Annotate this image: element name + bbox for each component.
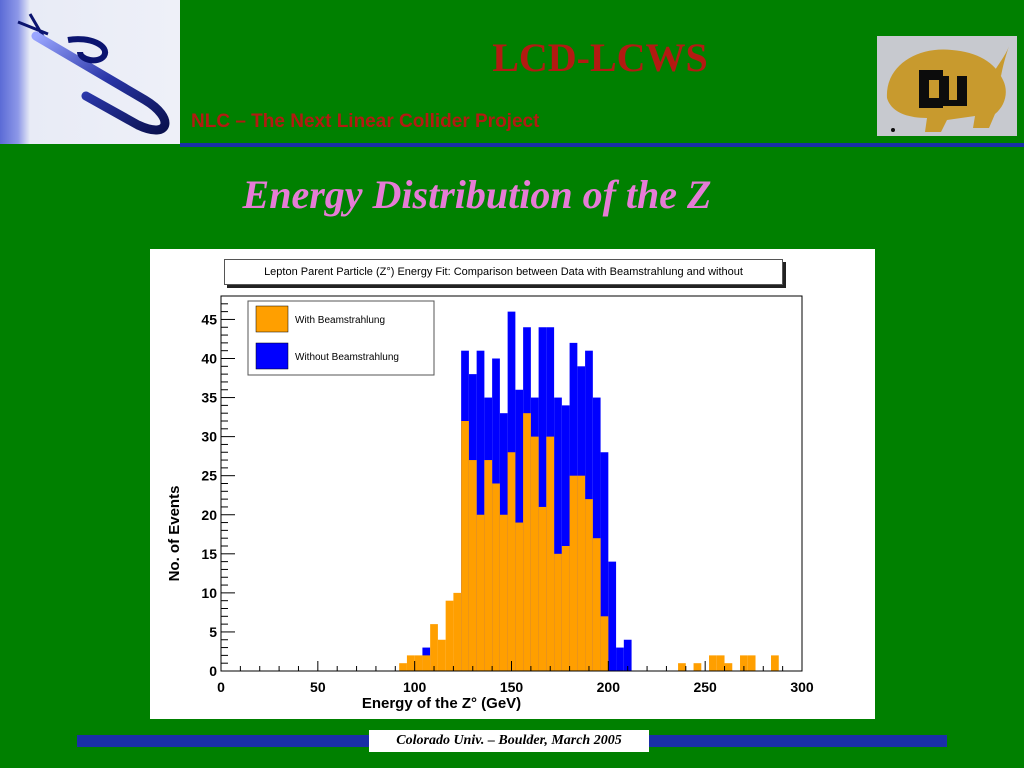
bar-with-beamstrahlung <box>430 624 438 671</box>
bar-with-beamstrahlung <box>476 514 485 671</box>
bar-with-beamstrahlung <box>716 655 725 671</box>
accelerator-logo-icon <box>17 13 170 135</box>
x-axis-label: Energy of the Z° (GeV) <box>362 695 521 712</box>
bar-with-beamstrahlung <box>538 506 547 671</box>
bar-without-beamstrahlung <box>554 397 562 671</box>
x-tick-label: 150 <box>500 679 524 695</box>
bar-with-beamstrahlung <box>709 655 717 671</box>
bar-with-beamstrahlung <box>577 475 586 671</box>
y-tick-label: 5 <box>209 624 217 640</box>
y-tick-label: 35 <box>201 390 217 406</box>
bar-without-beamstrahlung <box>616 647 624 671</box>
histogram-chart: 0 50 100 150 200 250 300 0 5 10 15 20 25 30 35 40 45 Ene… <box>166 295 814 712</box>
bar-without-beamstrahlung <box>608 561 617 671</box>
bar-with-beamstrahlung <box>461 421 469 671</box>
y-tick-label: 15 <box>201 546 217 562</box>
y-tick-label: 30 <box>201 429 217 445</box>
bar-with-beamstrahlung <box>406 655 415 671</box>
bar-with-beamstrahlung <box>747 655 756 671</box>
bar-with-beamstrahlung <box>515 522 524 671</box>
bar-with-beamstrahlung <box>523 413 531 671</box>
x-tick-label: 50 <box>310 679 326 695</box>
footer-credit: Colorado Univ. – Boulder, March 2005 <box>369 730 649 752</box>
bar-with-beamstrahlung <box>445 600 454 671</box>
x-tick-label: 200 <box>597 679 621 695</box>
legend-label-with: With Beamstrahlung <box>295 315 385 326</box>
bar-without-beamstrahlung <box>476 350 485 671</box>
nlc-logo <box>0 0 180 144</box>
bar-without-beamstrahlung <box>600 452 609 671</box>
cu-buffalo-icon <box>886 46 1009 133</box>
bar-with-beamstrahlung <box>492 483 500 671</box>
slide-heading: Energy Distribution of the Z <box>242 172 712 217</box>
y-tick-label: 45 <box>201 311 217 327</box>
y-tick-label: 40 <box>201 351 217 367</box>
bar-with-beamstrahlung <box>484 460 493 671</box>
y-tick-label: 25 <box>201 468 217 484</box>
bar-with-beamstrahlung <box>561 546 570 671</box>
y-axis-label: No. of Events <box>166 486 183 582</box>
bar-with-beamstrahlung <box>678 663 686 671</box>
cu-logo <box>877 36 1017 136</box>
bar-without-beamstrahlung <box>592 397 601 671</box>
bar-with-beamstrahlung <box>693 663 702 671</box>
chart-panel: Lepton Parent Particle (Z°) Energy Fit: … <box>150 249 875 719</box>
y-tick-label: 20 <box>201 507 217 523</box>
bar-without-beamstrahlung <box>561 405 570 671</box>
bar-with-beamstrahlung <box>468 460 477 671</box>
bar-with-beamstrahlung <box>499 514 508 671</box>
x-tick-label: 250 <box>693 679 717 695</box>
y-tick-label: 10 <box>201 585 217 601</box>
bar-with-beamstrahlung <box>530 436 539 671</box>
bar-without-beamstrahlung <box>538 327 547 671</box>
chart-legend: With Beamstrahlung Without Beamstrahlung <box>247 300 435 376</box>
presentation-title: LCD-LCWS <box>492 35 708 80</box>
bar-with-beamstrahlung <box>507 452 516 671</box>
bar-with-beamstrahlung <box>592 538 601 671</box>
bar-with-beamstrahlung <box>724 663 733 671</box>
x-tick-label: 0 <box>217 679 225 695</box>
bar-with-beamstrahlung <box>437 639 446 671</box>
bar-with-beamstrahlung <box>399 663 407 671</box>
bar-with-beamstrahlung <box>554 553 562 671</box>
chart-title: Lepton Parent Particle (Z°) Energy Fit: … <box>224 259 783 285</box>
bar-with-beamstrahlung <box>414 655 423 671</box>
x-tick-label: 100 <box>403 679 427 695</box>
bar-with-beamstrahlung <box>600 616 609 671</box>
bar-with-beamstrahlung <box>771 655 779 671</box>
bar-with-beamstrahlung <box>546 436 555 671</box>
legend-swatch-with <box>255 305 289 333</box>
legend-swatch-without <box>255 342 289 370</box>
bar-with-beamstrahlung <box>585 499 593 671</box>
bar-with-beamstrahlung <box>453 592 462 671</box>
bar-with-beamstrahlung <box>740 655 748 671</box>
project-subtitle: NLC – The Next Linear Collider Project <box>191 111 540 132</box>
bar-with-beamstrahlung <box>422 655 431 671</box>
bar-without-beamstrahlung <box>623 639 632 671</box>
bar-with-beamstrahlung <box>569 475 578 671</box>
y-tick-label: 0 <box>209 663 217 679</box>
header-rule <box>180 143 1024 147</box>
x-tick-label: 300 <box>790 679 814 695</box>
legend-label-without: Without Beamstrahlung <box>295 352 399 363</box>
